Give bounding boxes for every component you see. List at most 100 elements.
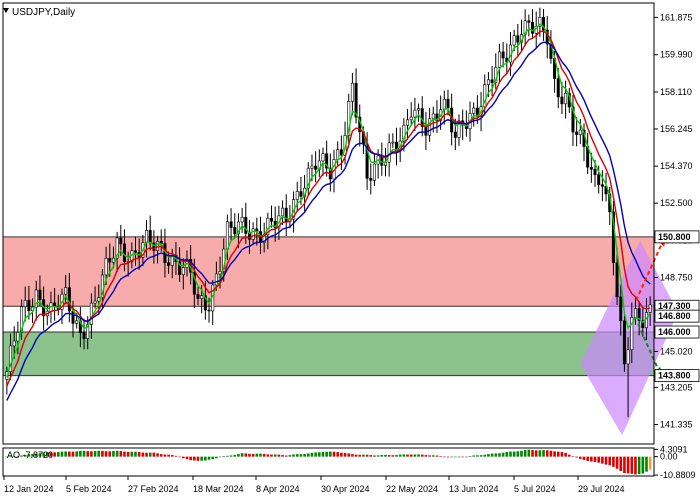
ao-bar (608, 456, 612, 466)
ao-bar (413, 454, 417, 457)
ao-bar (476, 455, 479, 457)
ao-bar (93, 451, 97, 457)
moving-average-line (6, 41, 651, 401)
ao-bar (325, 451, 328, 457)
ao-bar (468, 455, 472, 457)
ao-bar (336, 452, 339, 457)
ao-bar (123, 451, 126, 457)
ao-bar (505, 452, 509, 457)
candle-body (531, 22, 535, 34)
candle-body (225, 221, 229, 250)
ao-bar (68, 451, 71, 457)
ao-bar (240, 453, 244, 457)
date-tick-label: 12 Jan 2024 (4, 484, 54, 494)
menu-triangle-icon[interactable] (3, 8, 9, 13)
ao-bar (479, 455, 483, 457)
ao-bar (57, 452, 60, 457)
level-label-box (654, 309, 700, 323)
candle-body (122, 243, 126, 263)
ao-bar (409, 454, 413, 457)
ao-bar (134, 451, 137, 457)
ao-bar (442, 456, 446, 458)
price-tick-label: 158.110 (660, 87, 692, 97)
resistance-zone (3, 236, 654, 307)
ao-bar (483, 454, 487, 457)
ao-bar (200, 456, 203, 461)
ao-bar (340, 452, 343, 457)
candle-body (148, 230, 152, 244)
moving-average-line (6, 30, 651, 387)
candle-body (67, 287, 71, 312)
ao-tick-label: 4.3091 (660, 444, 688, 454)
candle-body (630, 317, 634, 351)
candle-body (413, 109, 417, 118)
ao-bar (71, 451, 75, 457)
date-tick-label: 5 Jul 2024 (514, 484, 556, 494)
candle-body (527, 20, 531, 23)
ao-bar (428, 455, 431, 457)
ao-bar (148, 452, 152, 457)
ao-bar (277, 454, 281, 457)
candle-body (299, 191, 303, 197)
candle-body (82, 332, 86, 339)
candle-body (369, 178, 373, 181)
candle-body (417, 108, 421, 111)
date-tick-label: 29 Jul 2024 (578, 484, 625, 494)
ao-bar (545, 450, 549, 457)
level-label-box (654, 369, 700, 383)
ao-bar (648, 456, 652, 470)
candle-body (578, 129, 582, 135)
ao-bar (273, 454, 277, 457)
ao-bar (376, 455, 380, 457)
candle-body (512, 35, 516, 46)
date-tick-label: 13 Jun 2024 (449, 484, 499, 494)
ao-bar (487, 454, 490, 457)
candle-body (556, 78, 560, 98)
ao-bar (156, 453, 159, 457)
ao-tick-label: -10.8809 (660, 470, 696, 480)
ao-bar (5, 456, 9, 458)
ao-bar (512, 451, 516, 457)
ao-bar (490, 453, 494, 457)
candle-body (442, 98, 446, 111)
ao-bar (358, 454, 362, 457)
candle-body (336, 149, 340, 160)
candle-body (424, 126, 428, 136)
candle-body (372, 163, 376, 181)
ao-bar (461, 456, 464, 458)
candle-body (589, 166, 593, 170)
ao-bar (567, 454, 571, 457)
price-tick-label: 154.370 (660, 161, 693, 171)
candle-body (626, 349, 630, 365)
ao-bar (174, 455, 178, 457)
candle-body (406, 119, 410, 126)
candle-body (564, 92, 568, 105)
ao-bar (266, 454, 270, 457)
ao-bar (472, 455, 476, 457)
ao-bar (365, 454, 369, 457)
candle-body (203, 295, 207, 311)
ao-bar (270, 454, 273, 457)
ao-bar (439, 456, 442, 457)
candle-body (181, 267, 185, 275)
ao-bar (402, 454, 406, 457)
ao-bar (49, 452, 53, 457)
ao-bar (248, 453, 251, 457)
price-panel-frame (2, 2, 655, 445)
ao-bar (454, 456, 457, 458)
ao-bar (593, 456, 597, 462)
ao-bar (75, 451, 78, 457)
ao-bar (641, 456, 645, 474)
candle-body (12, 340, 16, 347)
candle-body (641, 320, 645, 329)
ao-bar (233, 454, 237, 457)
ao-bar (553, 451, 556, 457)
ao-bar (45, 452, 49, 457)
candle-body (310, 165, 314, 169)
ao-bar (38, 453, 42, 457)
ao-bar (101, 450, 104, 457)
date-tick-label: 8 Apr 2024 (256, 484, 300, 494)
ao-bar (262, 453, 266, 457)
ao-bar (615, 456, 619, 469)
